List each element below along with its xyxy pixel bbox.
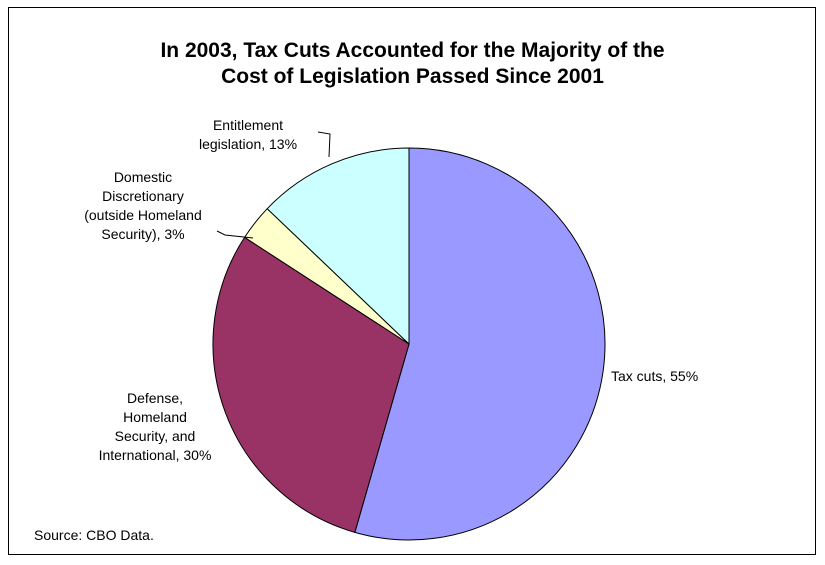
slice-label-line: Security), 3% — [101, 226, 185, 242]
pie-slice-tax-cuts — [354, 147, 606, 541]
chart-title-line-1: In 2003, Tax Cuts Accounted for the Majo… — [160, 39, 665, 62]
slice-label-defense: Defense, Homeland Security, and Internat… — [85, 389, 225, 465]
slice-label-line: Homeland — [123, 409, 187, 425]
slice-label-line: Defense, — [126, 390, 184, 406]
slice-label-line: Entitlement — [212, 117, 284, 133]
slice-label-line: (outside Homeland — [84, 207, 202, 223]
slice-label-line: Tax cuts, 55% — [611, 368, 699, 384]
chart-title-line-2: Cost of Legislation Passed Since 2001 — [221, 65, 604, 88]
slice-label-tax-cuts: Tax cuts, 55% — [611, 367, 698, 386]
slice-label-line: legislation, 13% — [198, 136, 298, 152]
leader-line-domestic-discretionary — [216, 230, 254, 239]
chart-title: In 2003, Tax Cuts Accounted for the Majo… — [0, 38, 825, 90]
slice-label-line: Domestic — [113, 169, 173, 185]
slice-label-line: Security, and — [114, 428, 196, 444]
label-leader-lines — [216, 131, 331, 239]
slice-label-line: Discretionary — [102, 188, 184, 204]
slice-label-domestic-discretionary: Domestic Discretionary (outside Homeland… — [68, 168, 218, 244]
source-note: Source: CBO Data. — [34, 527, 154, 543]
pie-slice-defense — [212, 236, 410, 533]
pie-slice-entitlement — [266, 147, 410, 346]
slice-label-entitlement: Entitlement legislation, 13% — [188, 116, 308, 154]
leader-line-entitlement — [317, 131, 331, 158]
pie-slices — [212, 147, 606, 541]
slice-label-line: International, 30% — [98, 447, 212, 463]
